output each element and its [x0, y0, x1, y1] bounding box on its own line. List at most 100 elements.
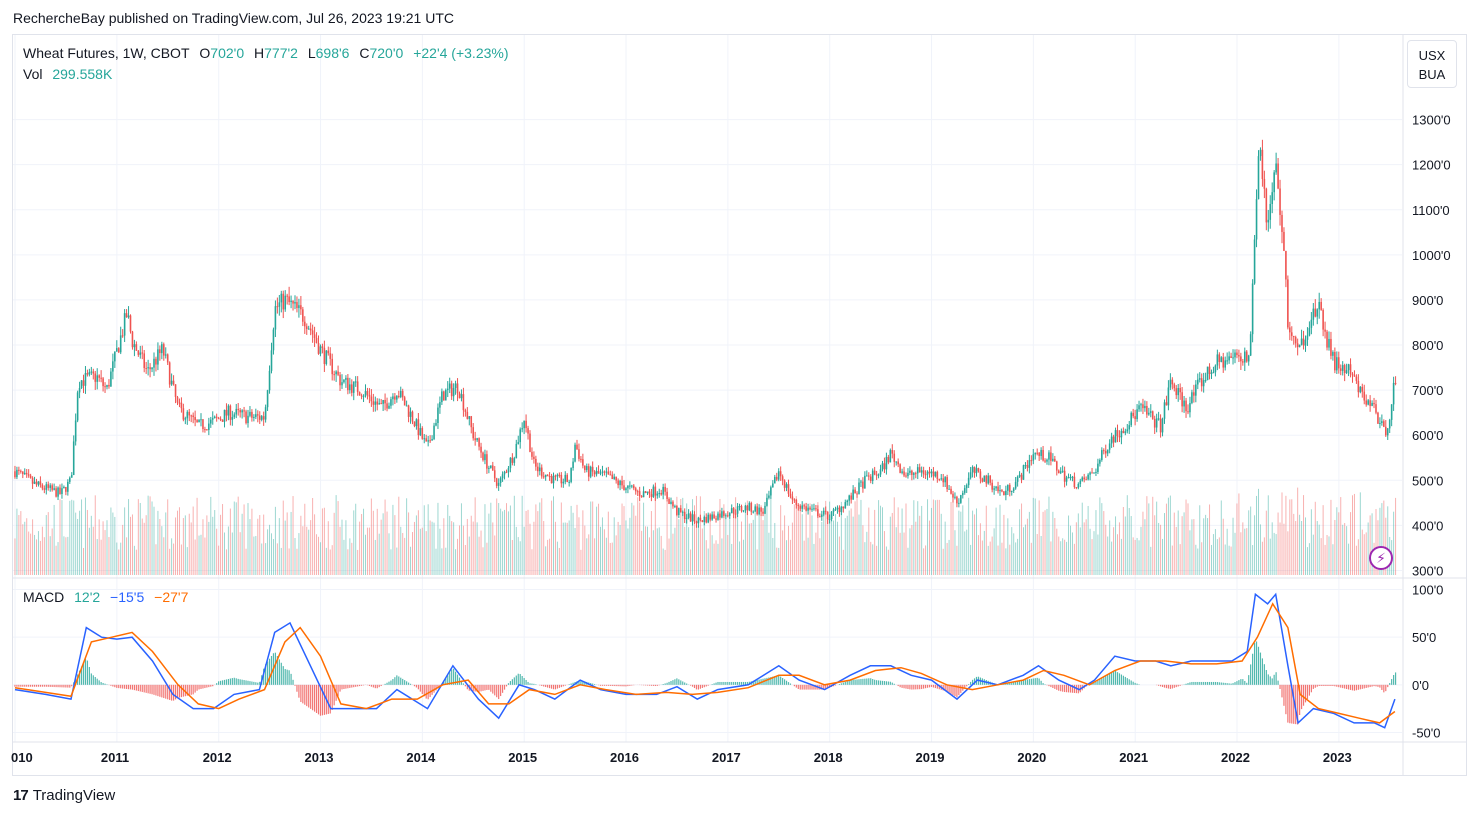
candle-body: [454, 383, 457, 388]
candle-body: [1279, 188, 1281, 215]
candle-body: [533, 456, 535, 459]
candle-body: [108, 384, 110, 387]
candle-body: [642, 491, 645, 498]
candle-body: [1020, 474, 1023, 480]
candle-body: [141, 352, 144, 354]
candle-body: [770, 487, 772, 496]
candle-body: [752, 511, 755, 513]
candle-body: [681, 511, 684, 513]
candle-body: [1110, 436, 1113, 444]
candle-body: [889, 450, 892, 463]
candle-body: [777, 471, 780, 480]
candle-body: [1014, 481, 1017, 489]
candle-body: [944, 477, 946, 483]
candle-body: [1099, 459, 1101, 464]
candle-body: [1247, 355, 1250, 362]
candle-body: [1290, 332, 1293, 336]
candle-body: [356, 381, 359, 393]
candle-body: [750, 502, 753, 512]
candle-body: [836, 507, 839, 510]
candle-body: [1206, 366, 1209, 381]
candle-body: [1057, 470, 1060, 474]
candle-body: [68, 477, 71, 482]
candle-body: [650, 494, 653, 497]
candle-body: [1341, 365, 1344, 371]
candle-body: [368, 394, 371, 397]
candle-body: [466, 411, 469, 419]
macd-label[interactable]: MACD: [23, 589, 65, 605]
candle-body: [1267, 219, 1270, 223]
candle-body: [260, 416, 263, 420]
candle-body: [576, 444, 578, 450]
candle-body: [1238, 355, 1240, 357]
price-tick-label: 1000'0: [1412, 248, 1451, 263]
candle-body: [713, 514, 715, 519]
candle-body: [1355, 376, 1358, 381]
candle-body: [828, 519, 831, 521]
macd-tick-label: -50'0: [1412, 725, 1441, 740]
candle-body: [472, 427, 475, 439]
candle-body: [689, 513, 692, 522]
candle-body: [1394, 382, 1397, 384]
candle-body: [723, 511, 725, 516]
candle-body: [1012, 488, 1015, 491]
candle-body: [161, 344, 163, 354]
candle-body: [744, 505, 747, 511]
candle-body: [1118, 436, 1121, 438]
currency-unit-button[interactable]: USX BUA: [1407, 40, 1457, 88]
chart-frame: [12, 34, 1467, 776]
candle-body: [1138, 405, 1140, 410]
candle-body: [662, 486, 664, 495]
candle-body: [1136, 409, 1138, 420]
candle-body: [460, 394, 463, 399]
candle-body: [621, 480, 623, 486]
candle-body: [773, 476, 776, 484]
candle-body: [1359, 386, 1362, 393]
candle-body: [732, 508, 735, 514]
candle-body: [897, 461, 899, 465]
candle-body: [973, 466, 976, 474]
candle-body: [121, 335, 124, 337]
candle-body: [954, 496, 956, 498]
candle-body: [403, 397, 406, 406]
symbol-title[interactable]: Wheat Futures, 1W, CBOT: [23, 45, 190, 61]
candle-body: [49, 485, 52, 488]
candle-body: [239, 410, 241, 413]
candle-body: [243, 410, 245, 412]
candle-body: [842, 506, 845, 509]
candle-body: [848, 495, 851, 501]
candle-body: [1065, 477, 1068, 482]
candle-body: [317, 343, 320, 354]
candle-body: [766, 497, 768, 506]
candle-body: [429, 440, 431, 442]
candle-body: [926, 471, 929, 475]
candle-body: [787, 484, 790, 494]
candle-body: [305, 326, 308, 330]
candle-body: [1193, 392, 1195, 396]
candle-body: [1259, 149, 1262, 157]
candle-body: [815, 508, 817, 510]
price-tick-label: 900'0: [1412, 293, 1443, 308]
candle-body: [629, 485, 631, 487]
candle-body: [1289, 327, 1291, 333]
candle-body: [51, 485, 53, 490]
candle-body: [272, 329, 275, 351]
candle-body: [386, 403, 388, 409]
candle-body: [1016, 476, 1019, 482]
candle-body: [335, 371, 337, 375]
candle-body: [288, 296, 290, 303]
candle-body: [145, 368, 147, 370]
candle-body: [57, 487, 59, 497]
lightning-icon[interactable]: ⚡: [1369, 546, 1393, 570]
candle-body: [280, 293, 283, 303]
candle-body: [337, 371, 339, 375]
candle-body: [1318, 301, 1321, 310]
candle-body: [636, 491, 639, 493]
candle-body: [462, 394, 465, 411]
candle-body: [873, 470, 876, 475]
candle-body: [384, 400, 386, 404]
time-tick-label: 2022: [1221, 750, 1250, 765]
candle-body: [345, 377, 347, 380]
tradingview-logo[interactable]: 17 TradingView: [13, 787, 115, 804]
